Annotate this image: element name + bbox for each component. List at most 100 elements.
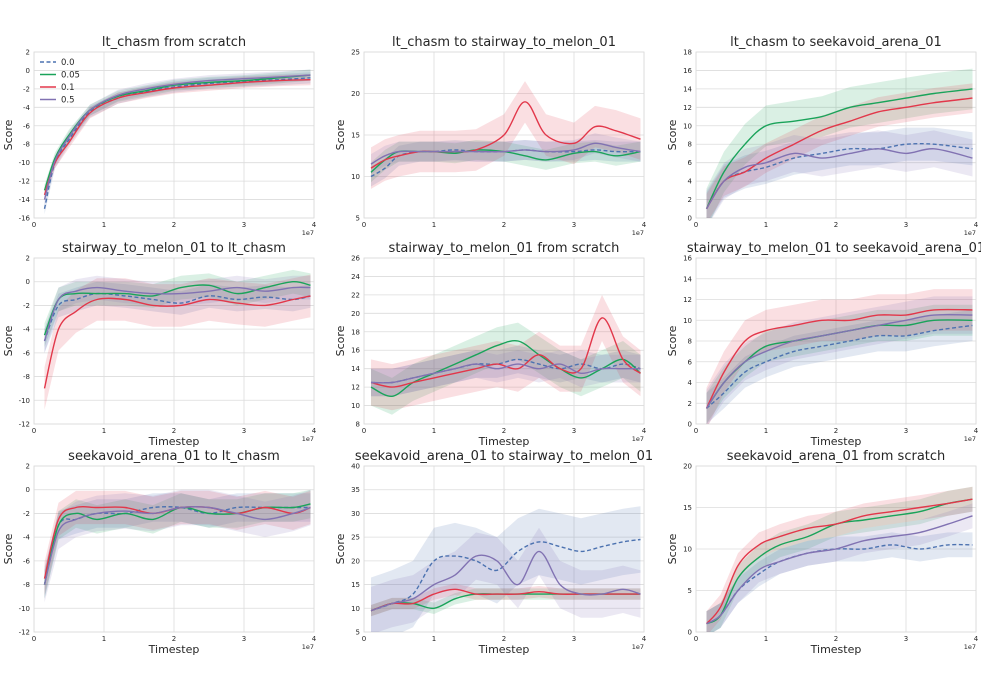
plot-title: stairway_to_melon_01 to lt_chasm: [62, 241, 286, 256]
series-line-0.1: [43, 295, 311, 389]
x-tick-label: 4: [312, 427, 317, 435]
y-tick-label: -10: [19, 397, 30, 405]
x-tick-label: 1: [432, 427, 436, 435]
x-tick-label: 2: [834, 635, 838, 643]
y-tick-label: 4: [688, 178, 693, 186]
plot-title: lt_chasm to seekavoid_arena_01: [730, 35, 942, 50]
y-tick-label: 8: [688, 141, 692, 149]
series-line-0.05: [43, 280, 311, 336]
y-tick-label: 16: [683, 67, 692, 75]
y-tick-label: 0: [688, 421, 692, 429]
y-axis-label: Score: [666, 325, 679, 356]
x-tick-label: 4: [974, 221, 979, 229]
series-line-0.0: [706, 324, 973, 409]
x-multiplier: 1e7: [632, 229, 644, 237]
confidence-band-0.1: [44, 274, 311, 410]
series-line-0.5: [370, 363, 641, 384]
x-tick-label: 4: [974, 427, 979, 435]
y-tick-label: 6: [688, 358, 693, 366]
series-line-0.0: [43, 292, 311, 342]
y-tick-label: -4: [23, 104, 31, 112]
confidence-band-0.5: [371, 527, 641, 632]
confidence-band-0.05: [706, 304, 973, 424]
y-tick-label: -2: [23, 510, 30, 518]
y-axis-label: Score: [2, 325, 15, 356]
x-tick-label: 1: [764, 221, 768, 229]
series-group: [370, 506, 641, 632]
confidence-band-0.1: [44, 74, 311, 201]
y-tick-label: 10: [351, 605, 360, 613]
y-tick-label: -2: [23, 85, 30, 93]
y-tick-label: 30: [351, 510, 360, 518]
x-multiplier: 1e7: [302, 643, 314, 651]
y-tick-label: 12: [683, 104, 692, 112]
confidence-band-0.05: [706, 68, 973, 218]
series-group: [705, 68, 973, 218]
legend-label: 0.1: [61, 83, 75, 93]
x-tick-label: 2: [834, 427, 838, 435]
x-tick-label: 2: [502, 427, 506, 435]
x-tick-label: 0: [32, 221, 36, 229]
confidence-band-0.05: [371, 588, 641, 617]
y-axis-label: Score: [666, 533, 679, 564]
y-tick-label: -6: [23, 122, 31, 130]
y-tick-label: 10: [351, 402, 360, 410]
y-tick-label: 14: [683, 85, 692, 93]
series-line-0.5: [43, 74, 311, 200]
y-tick-label: 40: [351, 463, 360, 471]
y-tick-label: -8: [23, 581, 30, 589]
x-tick-label: 2: [172, 635, 176, 643]
x-tick-label: 0: [694, 221, 698, 229]
confidence-band-0.1: [706, 289, 973, 424]
y-tick-label: -12: [19, 178, 30, 186]
series-line-0.5: [370, 550, 641, 612]
series-line-0.5: [706, 515, 973, 625]
confidence-band-0.0: [44, 493, 311, 599]
y-tick-label: 25: [351, 534, 360, 542]
x-tick-label: 3: [572, 221, 576, 229]
confidence-band-0.05: [371, 322, 641, 415]
legend-label: 0.05: [61, 71, 80, 81]
y-tick-label: 35: [351, 486, 360, 494]
y-tick-label: -12: [19, 421, 30, 429]
y-tick-label: -6: [23, 557, 31, 565]
y-axis-label: Score: [2, 119, 15, 150]
x-axis-label: Timestep: [478, 435, 530, 448]
confidence-band-0.5: [44, 489, 311, 603]
x-multiplier: 1e7: [964, 435, 976, 443]
x-axis-label: Timestep: [148, 435, 200, 448]
y-tick-label: 20: [683, 463, 692, 471]
y-axis-label: Score: [334, 325, 347, 356]
y-tick-label: 0: [26, 278, 30, 286]
y-tick-label: 0: [26, 67, 30, 75]
series-line-0.5: [705, 314, 973, 409]
x-tick-label: 3: [242, 221, 246, 229]
legend: 0.0 0.05 0.1 0.5: [40, 58, 80, 106]
x-axis-label: Timestep: [810, 643, 862, 656]
y-tick-label: 10: [683, 122, 692, 130]
confidence-band-0.5: [706, 296, 973, 424]
y-tick-label: 24: [351, 273, 360, 281]
x-multiplier: 1e7: [302, 229, 314, 237]
y-tick-label: 0: [688, 629, 692, 637]
x-tick-label: 3: [242, 427, 246, 435]
x-axis-label: Timestep: [810, 435, 862, 448]
confidence-band-0.0: [371, 345, 641, 397]
x-axis-label: Timestep: [478, 643, 530, 656]
y-tick-label: -10: [19, 159, 30, 167]
legend-label: 0.0: [61, 58, 75, 68]
series-group: [370, 294, 641, 415]
series-group: [43, 269, 311, 410]
x-tick-label: 2: [172, 427, 176, 435]
x-tick-label: 3: [904, 221, 908, 229]
confidence-band-0.0: [706, 309, 973, 424]
y-tick-label: 5: [356, 629, 360, 637]
y-tick-label: -8: [23, 141, 30, 149]
x-tick-label: 4: [312, 221, 317, 229]
x-tick-label: 1: [764, 635, 768, 643]
x-multiplier: 1e7: [632, 643, 644, 651]
y-tick-label: -2: [23, 302, 30, 310]
